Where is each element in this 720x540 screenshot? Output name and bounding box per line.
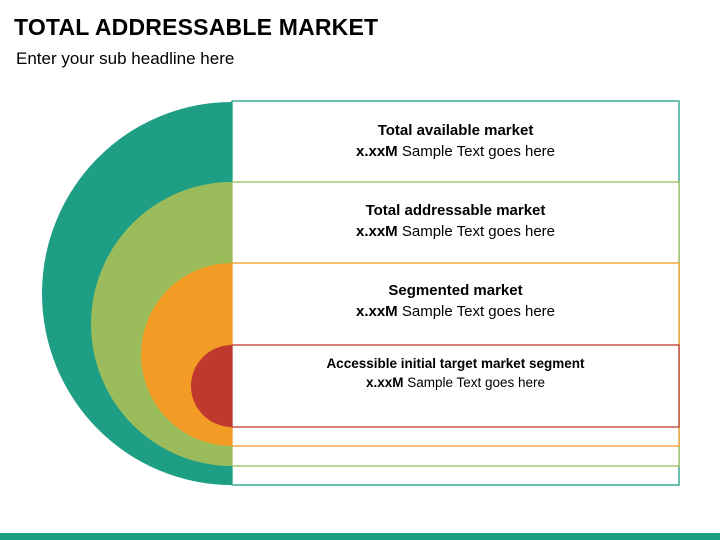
segment-value: x.xxM Sample Text goes here xyxy=(365,375,546,390)
segment-box-total-available: Total available market x.xxM Sample Text… xyxy=(232,120,679,162)
segment-value: x.xxM Sample Text goes here xyxy=(355,303,556,320)
segment-box-accessible-target: Accessible initial target market segment… xyxy=(232,354,679,392)
page-subtitle: Enter your sub headline here xyxy=(16,49,235,68)
segment-value: x.xxM Sample Text goes here xyxy=(355,143,556,160)
segment-box-total-addressable: Total addressable market x.xxM Sample Te… xyxy=(232,200,679,242)
accessible-target-segment-frame xyxy=(231,344,680,428)
page-title: TOTAL ADDRESSABLE MARKET xyxy=(14,14,379,40)
segment-box-segmented: Segmented market x.xxM Sample Text goes … xyxy=(232,280,679,322)
footer-bar xyxy=(0,533,720,540)
segment-value: x.xxM Sample Text goes here xyxy=(355,223,556,240)
segment-label: Segmented market xyxy=(388,282,523,299)
segment-label: Accessible initial target market segment xyxy=(326,356,585,371)
accessible-target-segment-arc xyxy=(191,345,232,427)
segment-label: Total available market xyxy=(377,122,534,139)
segment-label: Total addressable market xyxy=(365,202,546,219)
